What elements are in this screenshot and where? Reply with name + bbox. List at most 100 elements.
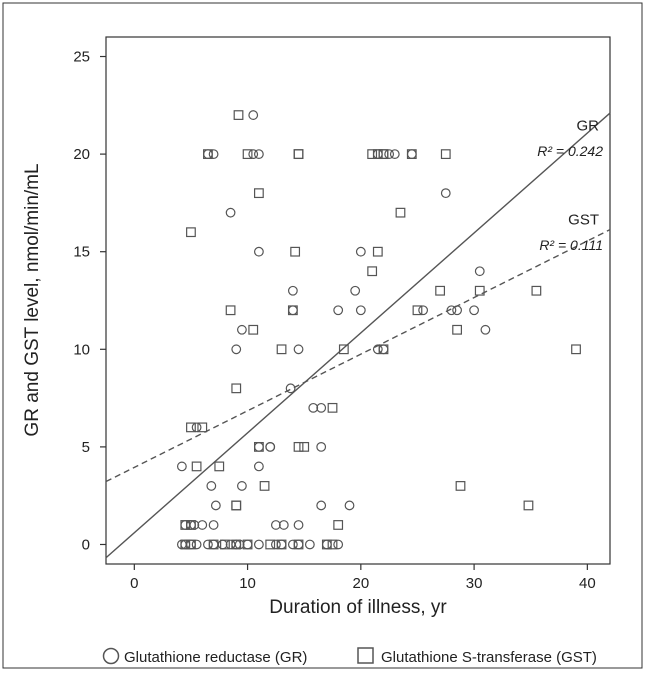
fit-labels: GR R² = 0.242 GST R² = 0.111 xyxy=(537,118,603,253)
gr-point xyxy=(441,189,450,198)
legend-circle-icon xyxy=(104,649,119,664)
gst-point xyxy=(441,150,450,159)
gst-point xyxy=(368,267,377,276)
gr-point xyxy=(207,482,216,491)
fit-line-gr xyxy=(106,113,610,558)
figure-border xyxy=(3,3,642,668)
gst-point xyxy=(396,208,405,217)
gr-point xyxy=(255,443,264,452)
gst-point xyxy=(532,286,541,295)
gst-point xyxy=(300,443,309,452)
legend-square-icon xyxy=(358,648,373,663)
gr-point xyxy=(306,540,315,549)
gst-point xyxy=(277,345,286,354)
gr-point xyxy=(391,150,400,159)
gr-point xyxy=(317,443,326,452)
gst-point xyxy=(328,404,337,413)
gr-point xyxy=(212,501,221,510)
gst-point xyxy=(294,150,303,159)
gr-point xyxy=(419,306,428,315)
gst-point xyxy=(192,462,201,471)
x-tick-label: 20 xyxy=(352,575,369,592)
gr-point xyxy=(294,345,303,354)
fit-label-gst: GST xyxy=(568,211,599,228)
gst-point xyxy=(291,247,300,256)
gr-point xyxy=(209,150,218,159)
gr-point xyxy=(178,462,187,471)
gr-point xyxy=(272,521,281,530)
gr-point xyxy=(249,111,258,120)
fit-line-gst xyxy=(106,230,610,482)
data-points xyxy=(178,111,581,549)
fit-label-gr: GR xyxy=(577,118,600,135)
gr-point xyxy=(351,286,360,295)
plot-frame xyxy=(106,37,610,564)
gr-point xyxy=(357,306,366,315)
gr-point xyxy=(379,345,388,354)
gr-point xyxy=(323,540,332,549)
gr-point xyxy=(232,345,241,354)
gr-point xyxy=(317,404,326,413)
gr-point xyxy=(294,521,303,530)
x-tick-label: 30 xyxy=(466,575,483,592)
gr-point xyxy=(280,521,289,530)
gr-point xyxy=(192,540,201,549)
gr-point xyxy=(475,267,484,276)
gr-point xyxy=(407,150,416,159)
gst-point xyxy=(234,111,243,120)
gr-point xyxy=(334,306,343,315)
gr-point xyxy=(209,540,218,549)
gr-point xyxy=(266,443,275,452)
x-tick-label: 10 xyxy=(239,575,256,592)
gr-point xyxy=(243,540,252,549)
gr-point xyxy=(218,540,227,549)
y-axis-label: GR and GST level, nmol/min/mL xyxy=(22,163,43,436)
gst-point xyxy=(232,384,241,393)
gr-point xyxy=(286,384,295,393)
gr-point xyxy=(289,306,298,315)
y-tick-label: 15 xyxy=(73,244,90,261)
gr-point xyxy=(226,208,235,217)
fit-r2-gst: R² = 0.111 xyxy=(539,237,603,253)
gr-point xyxy=(357,247,366,256)
gst-point xyxy=(436,286,445,295)
gr-point xyxy=(294,540,303,549)
gst-point xyxy=(215,462,224,471)
gr-point xyxy=(238,482,247,491)
y-tick-label: 10 xyxy=(73,341,90,358)
gr-point xyxy=(209,521,218,530)
gr-point xyxy=(255,540,264,549)
gst-point xyxy=(572,345,581,354)
gst-point xyxy=(294,150,303,159)
y-tick-label: 5 xyxy=(82,439,90,456)
gr-point xyxy=(198,521,207,530)
gr-point xyxy=(289,286,298,295)
y-tick-label: 25 xyxy=(73,49,90,66)
gr-point xyxy=(470,306,479,315)
fit-r2-gr: R² = 0.242 xyxy=(537,143,603,159)
gst-point xyxy=(374,247,383,256)
gst-point xyxy=(260,482,269,491)
gst-point xyxy=(456,482,465,491)
gst-point xyxy=(226,306,235,315)
gr-point xyxy=(317,501,326,510)
gr-point xyxy=(238,325,247,334)
gst-point xyxy=(255,189,264,198)
gst-point xyxy=(232,501,241,510)
x-axis: 0 10 20 30 40 xyxy=(130,564,596,592)
gr-point xyxy=(481,325,490,334)
gr-point xyxy=(374,150,383,159)
y-axis: 0 5 10 15 20 25 xyxy=(73,49,106,554)
gst-point xyxy=(453,325,462,334)
x-tick-label: 40 xyxy=(579,575,596,592)
gr-point xyxy=(255,150,264,159)
gr-point xyxy=(334,540,343,549)
x-axis-label: Duration of illness, yr xyxy=(269,597,447,618)
gr-point xyxy=(309,404,318,413)
gst-point xyxy=(232,501,241,510)
legend: Glutathione reductase (GR) Glutathione S… xyxy=(104,648,597,666)
gr-point xyxy=(192,423,201,432)
gr-point xyxy=(277,540,286,549)
